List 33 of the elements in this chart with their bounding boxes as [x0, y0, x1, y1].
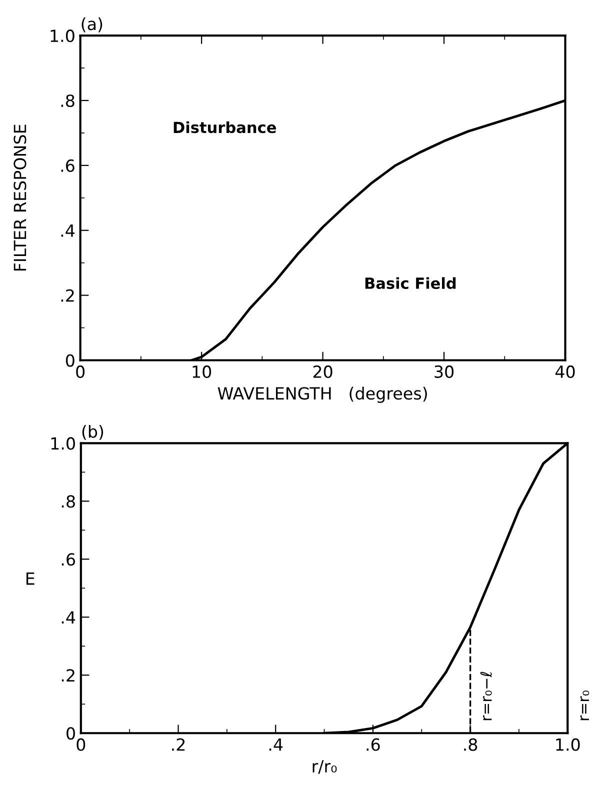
y-axis-title: E	[26, 572, 34, 585]
y-tick-label: .8	[61, 94, 74, 108]
x-tick-label: .2	[172, 738, 185, 751]
x-tick-label: 40	[555, 365, 575, 378]
y-tick-label: .6	[62, 553, 76, 566]
x-tick-label: 0	[76, 738, 86, 751]
x-tick-label: 1.0	[556, 738, 580, 751]
x-axis-title: r/r₀	[312, 760, 337, 774]
y-tick-label: 1.0	[50, 30, 74, 42]
x-tick-label: 30	[434, 365, 454, 378]
x-tick-label: 10	[192, 365, 212, 378]
chart-title: (a)	[82, 17, 102, 32]
chart-title: (b)	[82, 424, 104, 440]
y-tick-label: 0	[66, 354, 74, 367]
y-tick-label: .4	[61, 224, 75, 237]
y-axis-title: FILTER RESPONSE	[14, 124, 26, 271]
x-tick-label: .4	[269, 738, 283, 751]
x-tick-label: .6	[366, 738, 380, 751]
y-tick-label: .2	[61, 289, 74, 302]
y-tick-label: .4	[62, 611, 76, 624]
x-tick-label: 20	[313, 365, 332, 378]
y-tick-label: .8	[62, 495, 75, 508]
annotation: Basic Field	[365, 277, 456, 290]
ref-line-label: r=r₀	[580, 690, 590, 720]
y-tick-label: 1.0	[51, 437, 75, 450]
x-axis-title: WAVELENGTH (degrees)	[218, 386, 427, 403]
x-tick-label: .8	[464, 738, 478, 751]
y-tick-label: 0	[66, 727, 75, 740]
x-tick-label: 0	[76, 365, 85, 378]
annotation: Disturbance	[174, 121, 276, 134]
ref-line-label: r=r₀−ℓ	[480, 672, 492, 720]
y-tick-label: .6	[61, 159, 74, 172]
y-tick-label: .2	[62, 669, 74, 682]
